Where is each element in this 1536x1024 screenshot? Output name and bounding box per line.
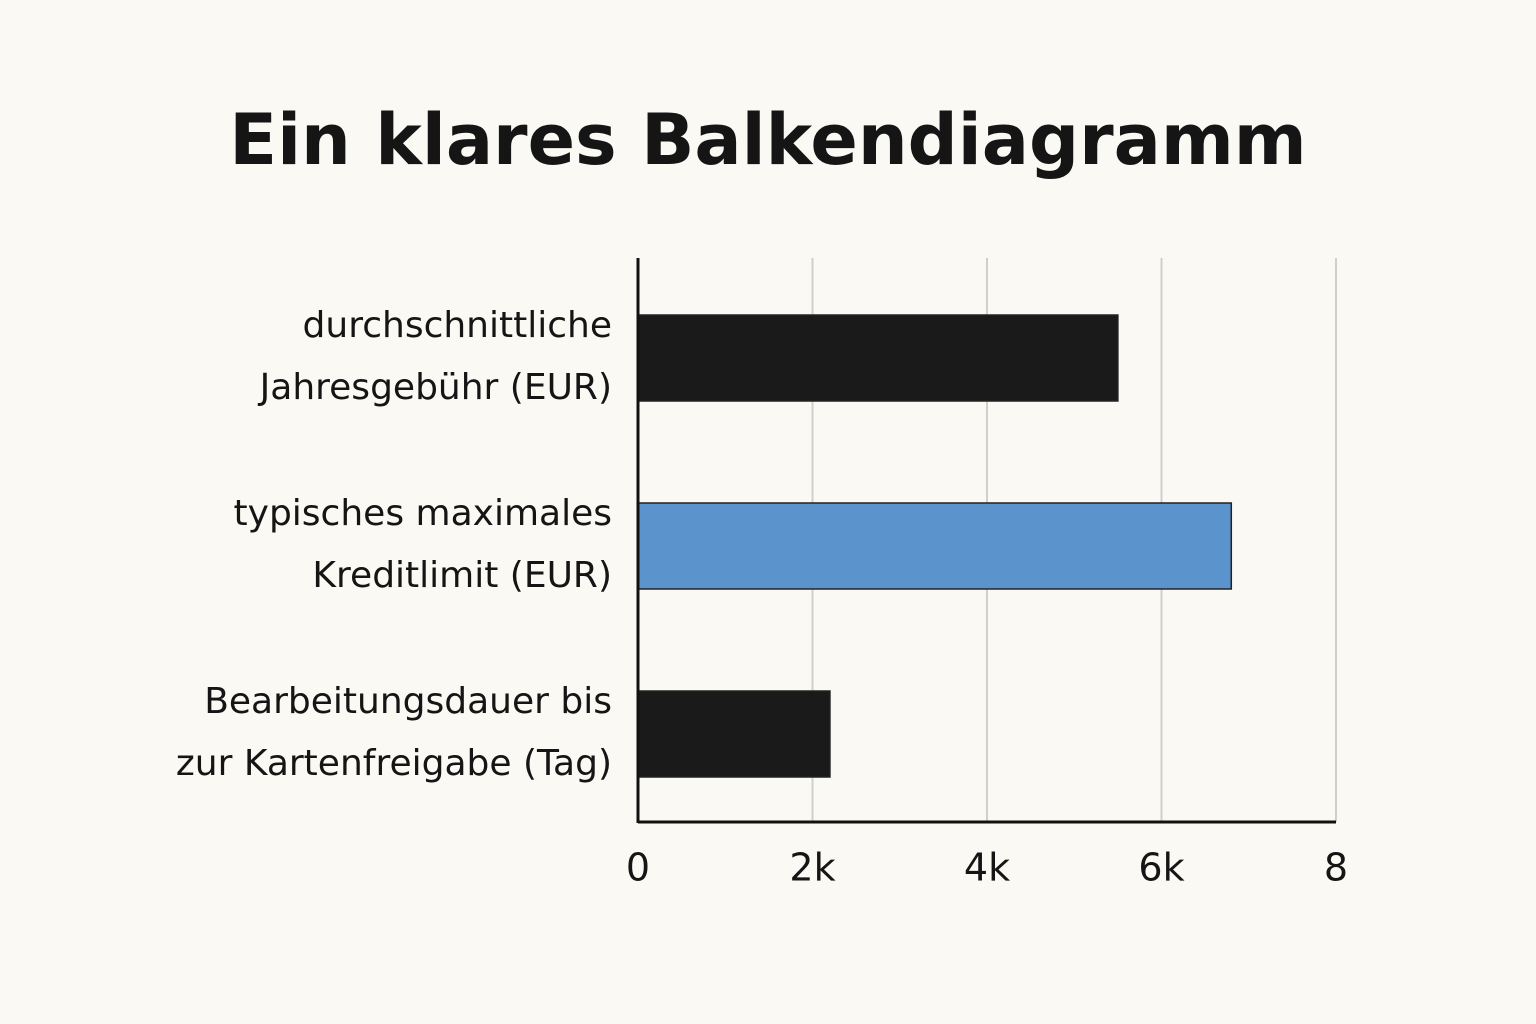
x-tick-label: 2k [789,846,835,890]
bar [637,314,1119,402]
y-tick-label: zur Kartenfreigabe (Tag) [176,743,612,784]
x-tick-label: 8 [1324,846,1348,890]
y-tick-label: Kreditlimit (EUR) [312,555,612,596]
chart-title: Ein klares Balkendiagramm [229,99,1306,181]
x-tick-label: 4k [964,846,1010,890]
x-tick-label: 6k [1138,846,1184,890]
bar [637,502,1233,590]
y-tick-label: durchschnittliche [303,305,612,346]
bar [637,690,831,778]
y-tick-label: Bearbeitungsdauer bis [204,681,612,722]
y-tick-label: typisches maximales [234,493,612,534]
y-tick-label: Jahresgebühr (EUR) [258,367,612,408]
x-tick-label: 0 [626,846,650,890]
